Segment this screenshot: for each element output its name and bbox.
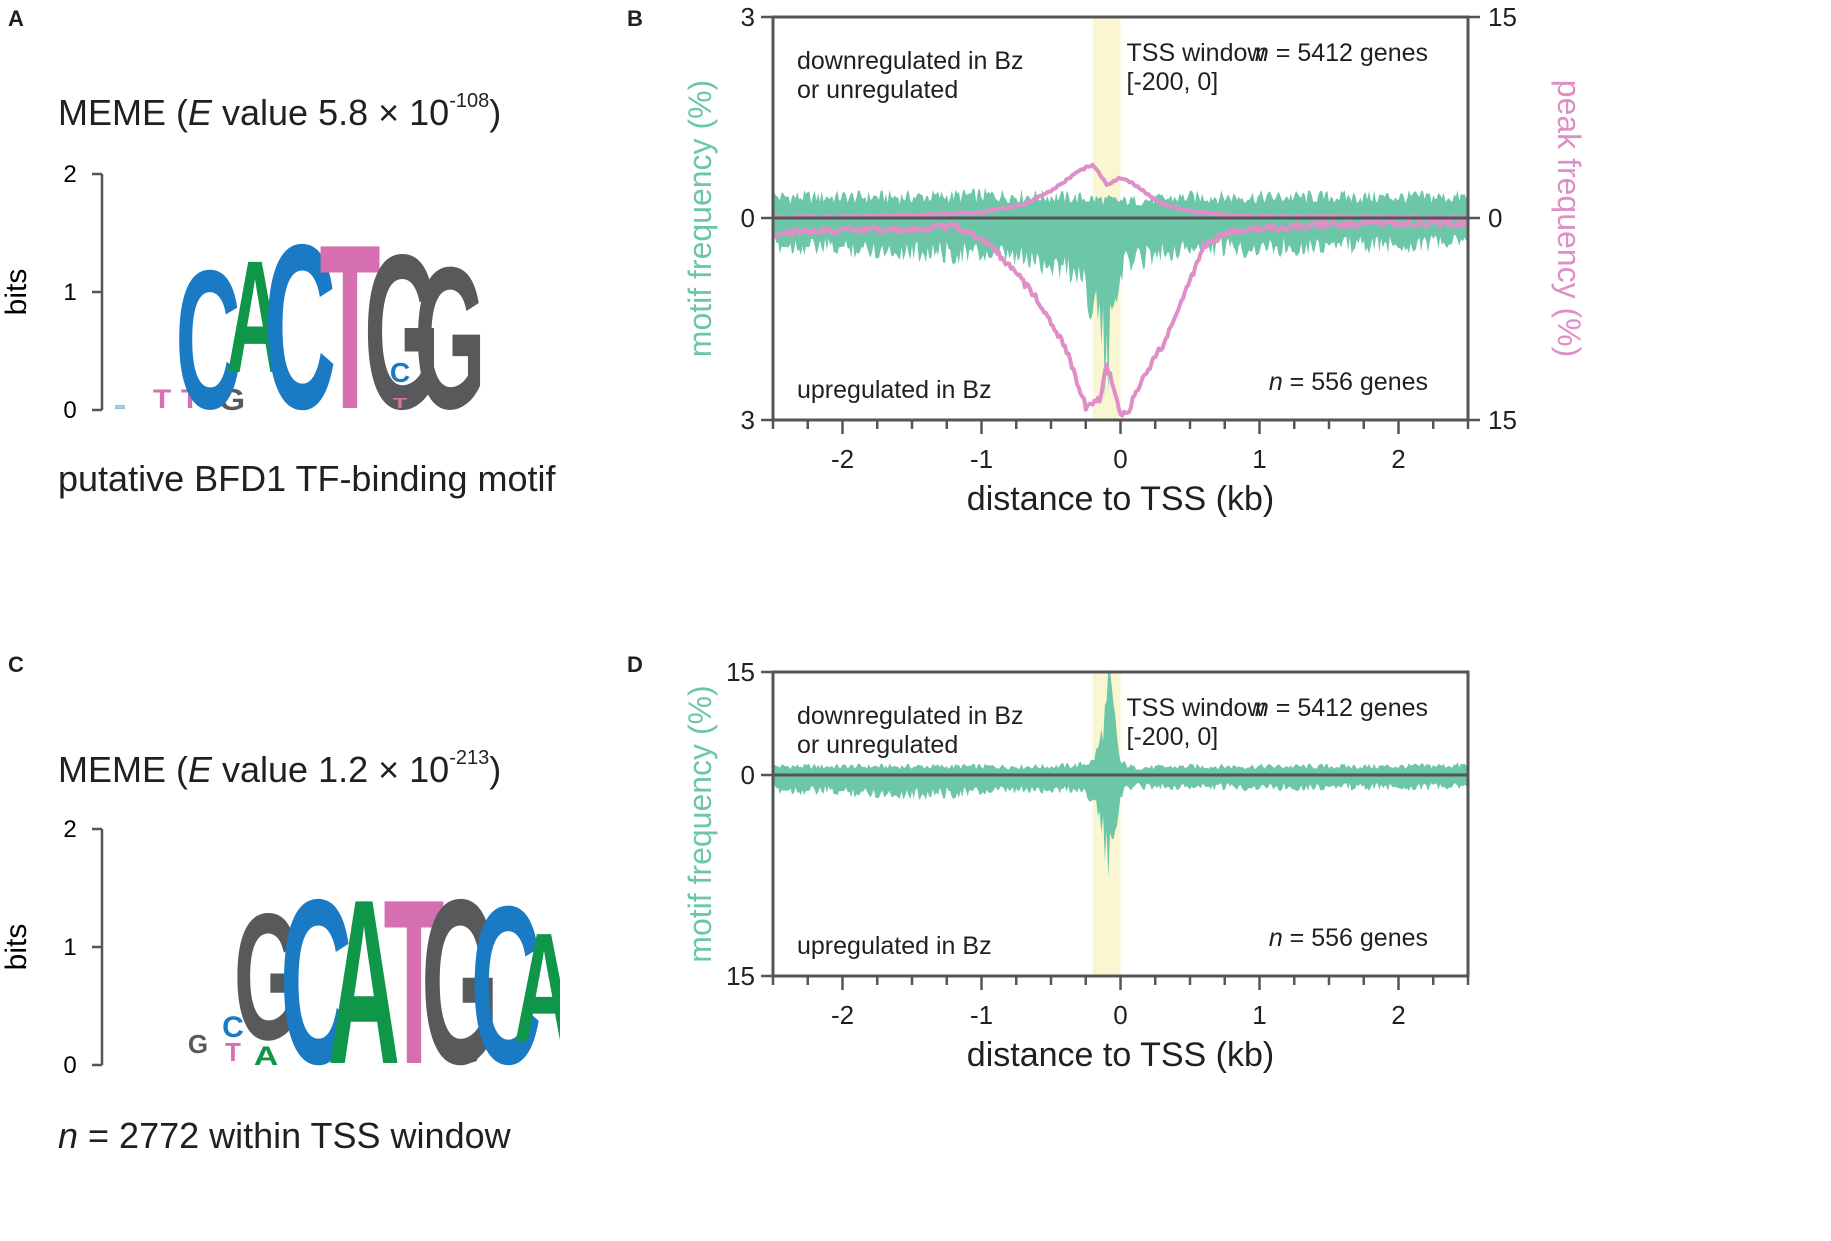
chart-d: -2 -1 0 1 2 15 0 15 motif frequency (%) distanc… (682, 657, 1470, 1074)
logo-a-letter-c1: C (176, 229, 241, 430)
panel-c-caption: n = 2772 within TSS window (58, 1115, 511, 1156)
chart-b-xtick-label: 2 (1391, 444, 1405, 474)
panel-letter-a: A (8, 6, 24, 31)
panel-a-logo: 2 1 0 bits = T T G C A C T G G C T (0, 161, 486, 430)
chart-d-ann-bottom-right: n = 556 genes (1269, 924, 1428, 952)
chart-d-xtick-label: 2 (1391, 1000, 1405, 1030)
chart-d-ytick-label: 15 (726, 961, 755, 991)
logo-c-letter-g1: G (234, 878, 302, 1079)
logo-c-ytick-0: 0 (63, 1052, 76, 1079)
logo-a-letter-small-t2: T (181, 384, 200, 414)
chart-b-ann-bottom-right: n = 556 genes (1269, 368, 1428, 396)
logo-c-letter-small-g2: G (457, 1044, 479, 1069)
logo-a-letter-c2: C (264, 197, 336, 430)
chart-b-xlabel: distance to TSS (kb) (967, 480, 1274, 518)
chart-b-xtick-label: 1 (1252, 444, 1266, 474)
logo-a-letter-small-g: G (219, 383, 245, 417)
chart-b-xtick-label: -2 (831, 444, 854, 474)
chart-d-ytick-label: 15 (726, 657, 755, 687)
logo-c-letter-small-c: C (222, 1011, 244, 1044)
chart-b-xtick-label: 0 (1113, 444, 1127, 474)
logo-c-letter-c1: C (280, 852, 352, 1085)
chart-d-ann-window-2: [-200, 0] (1127, 723, 1219, 751)
logo-c-letter-a1: A (328, 852, 400, 1085)
logo-c-ytick-1: 1 (63, 934, 76, 961)
logo-a-letter-a: A (226, 227, 284, 407)
chart-b-y2tick-label: 0 (1488, 203, 1502, 233)
chart-b-ann-bottom-left: upregulated in Bz (797, 376, 992, 404)
chart-b-ytick-label: 3 (741, 2, 755, 32)
panel-a-title: MEME (E value 5.8 × 10-108) (58, 90, 502, 133)
chart-b-ann-top-left-1: downregulated in Bz (797, 47, 1024, 75)
logo-a-letter-t: T (319, 197, 380, 430)
chart-b-ylabel: motif frequency (%) (682, 80, 718, 357)
panel-a-caption: putative BFD1 TF-binding motif (58, 458, 556, 499)
chart-d-xtick-label: -2 (831, 1000, 854, 1030)
chart-b-peak-line-lower (772, 218, 1469, 418)
logo-a-letter-g2: G (414, 226, 486, 430)
logo-c-letter-a2: A (514, 902, 560, 1075)
chart-b-ann-window-1: TSS window (1127, 39, 1267, 67)
chart-b-xtick-label: -1 (970, 444, 993, 474)
logo-c-letter-small-t: T (225, 1037, 241, 1067)
chart-b-area-lower (773, 218, 1468, 399)
logo-c-letter-c2: C (471, 859, 542, 1085)
panel-letter-b: B (627, 6, 643, 31)
logo-a-letter-small-t3: T (393, 396, 408, 412)
panel-letter-c: C (8, 652, 24, 677)
logo-c-letter-small-a: A (254, 1040, 279, 1071)
chart-d-xtick-label: 0 (1113, 1000, 1127, 1030)
panel-c-logo: 2 1 0 bits G C T A G G C A T G C A (0, 816, 560, 1085)
chart-b: -2 -1 0 1 2 3 0 3 15 0 15 motif frequency (%) peak… (682, 2, 1587, 518)
logo-a-letter-small-t1: T (153, 384, 172, 414)
logo-a-ytick-0: 0 (63, 397, 76, 424)
chart-d-ann-top-right: n = 5412 genes (1255, 694, 1428, 722)
chart-b-y2label: peak frequency (%) (1551, 80, 1587, 357)
chart-d-ann-top-left-1: downregulated in Bz (797, 702, 1024, 730)
chart-b-y2tick-label: 15 (1488, 2, 1517, 32)
chart-d-ann-top-left-2: or unregulated (797, 731, 958, 759)
chart-d-xtick-label: -1 (970, 1000, 993, 1030)
chart-b-ann-window-2: [-200, 0] (1127, 68, 1219, 96)
chart-b-area-upper (773, 187, 1468, 218)
panel-letter-d: D (627, 652, 643, 677)
chart-b-y2tick-label: 15 (1488, 405, 1517, 435)
chart-d-ytick-label: 0 (741, 760, 755, 790)
chart-d-ann-window-1: TSS window (1127, 694, 1267, 722)
chart-b-ann-top-left-2: or unregulated (797, 76, 958, 104)
logo-c-ytick-2: 2 (63, 816, 76, 843)
logo-a-ytick-1: 1 (63, 279, 76, 306)
chart-b-ytick-label: 3 (741, 405, 755, 435)
logo-a-ytick-2: 2 (63, 161, 76, 188)
chart-b-ytick-label: 0 (741, 203, 755, 233)
logo-a-ylabel: bits (0, 269, 33, 316)
chart-d-xtick-label: 1 (1252, 1000, 1266, 1030)
chart-d-xlabel: distance to TSS (kb) (967, 1036, 1274, 1074)
chart-d-ann-bottom-left: upregulated in Bz (797, 932, 992, 960)
logo-a-letter-g1: G (364, 210, 440, 430)
chart-d-ylabel: motif frequency (%) (682, 685, 718, 962)
logo-a-letter-small-c: C (390, 357, 410, 388)
chart-d-area-lower (773, 775, 1468, 878)
logo-c-ylabel: bits (0, 924, 33, 971)
chart-b-peak-line-upper (772, 162, 1469, 220)
logo-c-letter-small-g: G (188, 1029, 208, 1059)
panel-c-title: MEME (E value 1.2 × 10-213) (58, 747, 502, 790)
logo-c-letter-g2: G (421, 852, 499, 1085)
chart-b-ann-top-right: n = 5412 genes (1255, 39, 1428, 67)
logo-c-letter-t: T (383, 852, 444, 1085)
logo-a-letter-small-1: = (114, 403, 126, 412)
